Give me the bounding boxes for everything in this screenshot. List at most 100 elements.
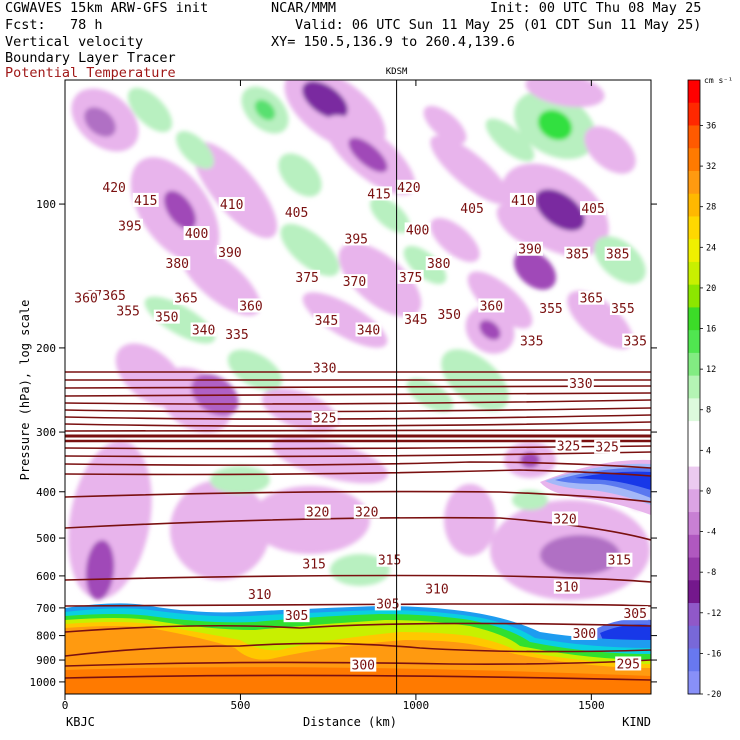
theta-label-bg bbox=[311, 410, 338, 425]
theta-label-bg bbox=[622, 606, 649, 621]
theta-label: 345 bbox=[315, 314, 338, 329]
theta-label-bg bbox=[101, 288, 128, 303]
theta-label: 310 bbox=[248, 588, 271, 603]
theta-label-bg bbox=[423, 581, 450, 596]
theta-label-bg bbox=[537, 300, 564, 315]
theta-label-bg bbox=[283, 608, 310, 623]
colorbar-swatch bbox=[688, 398, 700, 422]
theta-label: 340 bbox=[192, 323, 215, 338]
theta-label: 310 bbox=[555, 581, 578, 596]
forecast-hour: Fcst: 78 h bbox=[5, 17, 103, 33]
cross-section-endpoints: XY= 150.5,136.9 to 260.4,139.6 bbox=[271, 34, 515, 50]
theta-label-bg bbox=[615, 656, 642, 671]
x-axis: 0 500 1000 1500 bbox=[62, 80, 605, 712]
theta-label: 420 bbox=[102, 181, 125, 196]
theta-label: 380 bbox=[166, 257, 189, 272]
colorbar-swatch bbox=[688, 648, 700, 672]
theta-label: 395 bbox=[345, 232, 368, 247]
field-label-vertical-velocity: Vertical velocity bbox=[5, 34, 144, 50]
colorbar-swatch bbox=[688, 466, 700, 490]
colorbar-label: -12 bbox=[706, 609, 721, 619]
colorbar-swatch bbox=[688, 125, 700, 149]
theta-label-bg bbox=[552, 511, 579, 526]
colorbar-swatch bbox=[688, 193, 700, 217]
theta-label: 305 bbox=[623, 607, 646, 622]
theta-label-bg bbox=[571, 625, 598, 640]
theta-label-bg bbox=[594, 439, 621, 454]
valid-time: Valid: 06 UTC Sun 11 May 25 (01 CDT Sun … bbox=[295, 17, 702, 33]
theta-label: 405 bbox=[460, 202, 483, 217]
theta-label-bg bbox=[404, 222, 431, 237]
theta-label-bg bbox=[622, 333, 649, 348]
theta-label: 295 bbox=[616, 657, 639, 672]
theta-label: 350 bbox=[155, 311, 178, 326]
colorbar-label: 36 bbox=[706, 121, 716, 131]
theta-label-bg bbox=[609, 300, 636, 315]
colorbar-swatch bbox=[688, 375, 700, 399]
potential-temperature-contours bbox=[65, 371, 651, 681]
theta-label-bg bbox=[313, 313, 340, 328]
theta-label: 415 bbox=[134, 194, 157, 209]
theta-label-bg bbox=[343, 231, 370, 246]
theta-label-bg bbox=[580, 201, 607, 216]
theta-label-bg bbox=[294, 269, 321, 284]
theta-label-bg bbox=[376, 552, 403, 567]
y-tick-label: 400 bbox=[36, 486, 56, 499]
model-title: CGWAVES 15km ARW-GFS init bbox=[5, 0, 209, 16]
theta-label-bg bbox=[301, 556, 328, 571]
theta-label-bg bbox=[366, 186, 393, 201]
upper-wave-pattern bbox=[68, 80, 651, 600]
theta-label: 365 bbox=[174, 292, 197, 307]
theta-label: 410 bbox=[511, 194, 534, 209]
colorbar-swatch bbox=[688, 261, 700, 286]
theta-label: 410 bbox=[220, 198, 243, 213]
colorbar-label: 20 bbox=[706, 284, 716, 294]
x-axis-title: Distance (km) bbox=[303, 715, 397, 729]
theta-label-bg bbox=[516, 241, 543, 256]
colorbar-swatch bbox=[688, 443, 700, 468]
colorbar-label: 32 bbox=[706, 162, 716, 172]
colorbar-swatch bbox=[688, 216, 700, 240]
colorbar-swatch bbox=[688, 239, 700, 263]
theta-label: 370 bbox=[343, 275, 366, 290]
theta-label: 355 bbox=[611, 302, 634, 317]
colorbar-swatch bbox=[688, 534, 700, 559]
theta-label: 420 bbox=[397, 181, 420, 196]
theta-label-bg bbox=[173, 290, 200, 305]
y-tick-label: 1000 bbox=[30, 676, 57, 689]
theta-label: 375 bbox=[295, 271, 318, 286]
theta-label-bg bbox=[395, 179, 422, 194]
colorbar-swatch bbox=[688, 421, 700, 445]
theta-label-bg bbox=[73, 290, 100, 305]
colorbar-swatch bbox=[688, 352, 700, 377]
y-tick-label: 700 bbox=[36, 602, 56, 615]
theta-label-bg bbox=[459, 201, 486, 216]
theta-label-bg bbox=[283, 205, 310, 220]
theta-label-bg bbox=[436, 307, 463, 322]
theta-label: 360 bbox=[239, 299, 262, 314]
colorbar-swatch bbox=[688, 284, 700, 308]
theta-label-bg bbox=[606, 552, 633, 567]
theta-label: 400 bbox=[185, 227, 208, 242]
theta-label-bg bbox=[518, 333, 545, 348]
x-tick-label: 500 bbox=[231, 699, 251, 712]
theta-label: 390 bbox=[518, 243, 541, 258]
y-tick-label: 500 bbox=[36, 532, 56, 545]
x-tick-label: 0 bbox=[62, 699, 69, 712]
plot-frame bbox=[64, 79, 652, 695]
colorbar-label: 8 bbox=[706, 406, 711, 416]
theta-label-bg bbox=[350, 657, 377, 672]
theta-label: 390 bbox=[218, 246, 241, 261]
theta-label: 335 bbox=[520, 335, 543, 350]
field-label-boundary-layer-tracer: Boundary Layer Tracer bbox=[5, 50, 176, 66]
theta-label-bg bbox=[101, 179, 128, 194]
colorbar-swatch bbox=[688, 489, 700, 513]
theta-label-bg bbox=[115, 303, 142, 318]
theta-label: 320 bbox=[306, 506, 329, 521]
theta-label: 405 bbox=[581, 202, 604, 217]
colorbar-label: -20 bbox=[706, 690, 721, 700]
colorbar-swatch bbox=[688, 671, 700, 695]
theta-label: 355 bbox=[116, 304, 139, 319]
colorbar-label: 16 bbox=[706, 325, 716, 335]
